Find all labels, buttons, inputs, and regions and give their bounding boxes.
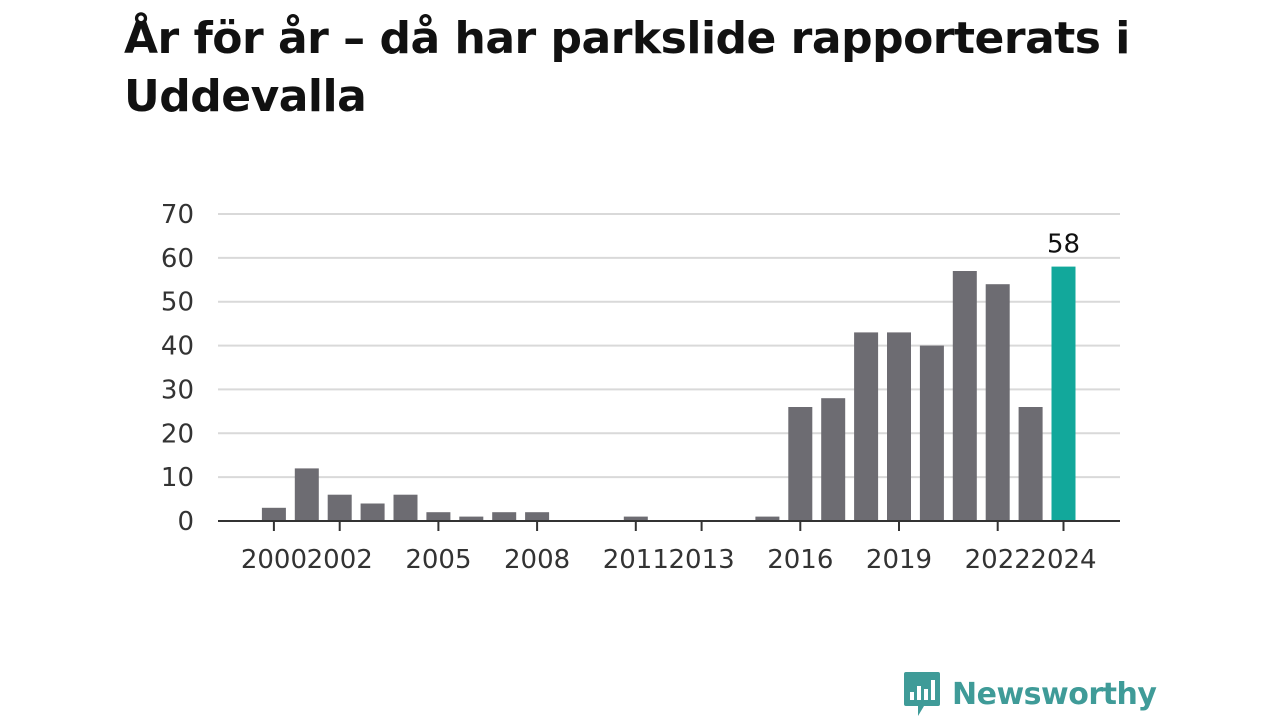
bar (788, 407, 813, 521)
bar (887, 332, 911, 521)
data-labels: 58 (1047, 230, 1080, 260)
x-axis: 2000 2002 2005 2008 2011 2013 2016 2019 2022 2024 (218, 520, 1120, 575)
bar (426, 512, 451, 521)
x-tick-label: 2022 (965, 545, 1031, 575)
x-tick-label: 2000 (241, 545, 307, 575)
bar (1051, 266, 1076, 521)
bar (854, 332, 879, 521)
bar-chart-speech-bubble-icon (904, 672, 940, 716)
bar (393, 494, 418, 521)
bar (360, 503, 385, 521)
bar (755, 516, 780, 521)
bar (294, 468, 319, 521)
y-axis-tick-labels: 0 10 20 30 40 50 60 70 (161, 200, 194, 537)
y-tick-label: 70 (161, 200, 194, 230)
bar (919, 345, 944, 521)
grid-lines (218, 213, 1120, 479)
x-tick-label: 2013 (669, 545, 735, 575)
x-tick-label: 2005 (405, 545, 471, 575)
bar (1018, 407, 1043, 521)
y-tick-label: 50 (161, 288, 194, 318)
data-label: 58 (1047, 230, 1080, 260)
x-tick-label: 2019 (866, 545, 932, 575)
x-tick-label: 2024 (1030, 545, 1096, 575)
y-tick-label: 40 (161, 332, 194, 362)
bar (327, 494, 352, 521)
chart-title: År för år – då har parkslide rapporterat… (124, 13, 1130, 122)
y-tick-label: 30 (161, 375, 194, 405)
bar (525, 512, 550, 521)
bar (459, 516, 484, 521)
y-tick-label: 20 (161, 419, 194, 449)
bars (261, 266, 1076, 521)
brand-name: Newsworthy (952, 676, 1157, 712)
bar (492, 512, 517, 521)
x-tick-label: 2011 (603, 545, 669, 575)
bar (261, 507, 286, 521)
y-tick-label: 0 (177, 507, 194, 537)
x-tick-label: 2008 (504, 545, 570, 575)
bar (623, 516, 648, 521)
x-tick-label: 2002 (307, 545, 373, 575)
y-tick-label: 10 (161, 463, 194, 493)
newsworthy-logo: Newsworthy (902, 670, 1157, 718)
bar (985, 284, 1010, 521)
x-tick-label: 2016 (767, 545, 833, 575)
bar (952, 271, 977, 521)
bar (821, 398, 846, 521)
y-tick-label: 60 (161, 244, 194, 274)
